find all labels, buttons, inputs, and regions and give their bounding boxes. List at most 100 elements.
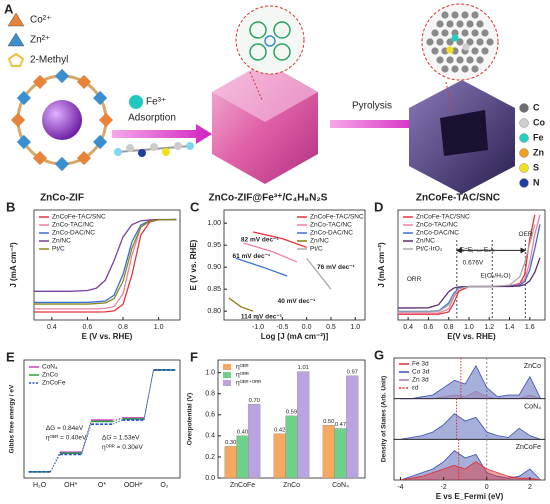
stage-label: ZnCo-ZIF: [40, 193, 84, 204]
legend-label: εd: [412, 385, 419, 392]
arrow: [112, 124, 212, 144]
annotation: 76 mV dec⁻¹: [317, 264, 355, 271]
legend-label: Zn/NC: [310, 238, 329, 245]
value-label: 0.70: [249, 398, 260, 404]
series-line: [228, 297, 254, 312]
atom: [466, 38, 474, 46]
atom: [466, 56, 474, 64]
step-connector: [143, 369, 154, 420]
arrow: [330, 113, 428, 135]
step-connector: [81, 424, 92, 455]
legend-label: ZnCo-DAC/NC: [310, 230, 353, 237]
atom: [476, 38, 484, 46]
panel-name: CoN₄: [524, 404, 541, 411]
schematic: A: [4, 1, 515, 194]
inset-pattern: [249, 21, 291, 61]
annotation: ηᴼᴱᴿ = 0.40eV: [46, 435, 87, 442]
annotation: ΔG = 1.53eV: [102, 435, 140, 442]
value-label: 0.40: [237, 429, 248, 435]
y-tick-label: 0.80: [207, 308, 221, 315]
metal-node: [98, 112, 114, 128]
legend-label: Co 3d: [412, 369, 430, 376]
annotation: 82 mV dec⁻¹: [241, 236, 279, 243]
atom: [441, 11, 449, 19]
step-connector: [50, 454, 61, 472]
y-tick-label: 0.0: [205, 475, 215, 482]
step-connector: [81, 419, 92, 453]
value-label: 0.42: [274, 427, 285, 433]
ion-icon: [7, 52, 25, 67]
y-tick-label: 0.8: [205, 391, 215, 398]
dos-curve: [400, 413, 541, 440]
step-connector: [112, 418, 123, 422]
zoom-line: [445, 81, 453, 113]
element-swatch: [519, 103, 529, 113]
atom: [456, 20, 464, 28]
x-tick-label: CoN₄: [332, 482, 349, 489]
zif-cavity: [42, 100, 82, 140]
annotation: ηᴼᴿᴿ = 0.30eV: [102, 444, 143, 451]
y-tick-label: 0.95: [207, 242, 221, 249]
atom: [481, 47, 489, 55]
plot-frame: [23, 359, 181, 479]
value-label: 1.01: [298, 365, 309, 371]
metal-node: [54, 68, 70, 84]
legend-label: ZnCo-TAC/NC: [52, 222, 94, 229]
legend-label: Zn/NC: [52, 238, 71, 245]
y-tick-label: 1.00: [207, 220, 221, 227]
x-tick-label: -2: [440, 484, 446, 491]
series-line: [398, 224, 536, 313]
plot-frame: [397, 209, 546, 321]
element-swatch: [519, 148, 529, 158]
atom: [441, 65, 449, 73]
atom: [471, 65, 479, 73]
ion-icon: [7, 12, 25, 27]
x-tick-label: 0.5: [326, 324, 336, 331]
atom: [446, 46, 454, 54]
element-label: Fe: [533, 132, 544, 142]
series-line: [34, 218, 177, 313]
panel-label: A: [4, 1, 14, 16]
plot-frame: [33, 209, 181, 321]
element-label: C: [533, 102, 540, 112]
legend-label: ZnCo: [42, 372, 58, 379]
y-tick-label: 0.85: [207, 286, 221, 293]
atom: [436, 20, 444, 28]
element-label: N: [533, 177, 540, 187]
zoom-line: [249, 71, 263, 101]
element-label: S: [533, 162, 539, 172]
atom: [471, 47, 479, 55]
element-swatch: [519, 133, 529, 143]
stage-label: ZnCoFe-TAC/SNC: [416, 193, 500, 204]
value-label: 0.59: [286, 409, 297, 415]
legend-label: ηᴼᴱᴿ: [236, 364, 249, 371]
legend-label: Zn 3d: [412, 377, 429, 384]
x-tick-label: 1.0: [154, 324, 164, 331]
series-line: [306, 257, 332, 290]
atom: [471, 11, 479, 19]
ligand-molecule: [114, 142, 194, 157]
step-label: Adsorption: [128, 113, 176, 124]
series-line: [243, 242, 298, 263]
y-tick-label: 0.6: [205, 412, 215, 419]
panel-label: D: [374, 199, 383, 214]
y-axis-label: Gibbs free energy / eV: [9, 384, 16, 453]
y-tick-label: 1.0: [205, 369, 215, 376]
legend-swatch: [223, 364, 231, 370]
atom: [471, 29, 479, 37]
atom: [456, 38, 464, 46]
bar: [297, 371, 310, 479]
legend-label: ZnCo-DAC/NC: [52, 230, 95, 237]
value-label: 0.47: [335, 422, 346, 428]
plot-frame: [223, 209, 366, 321]
x-tick-label: ZnCoFe: [230, 482, 255, 489]
panel-label: C: [190, 199, 200, 214]
atom: [446, 38, 454, 46]
step-connector: [81, 421, 92, 454]
legend-swatch: [223, 380, 231, 386]
zoom-inset: [235, 5, 305, 75]
y-axis-label: J (mA cm⁻²): [377, 242, 386, 288]
step-connector: [143, 369, 154, 421]
series-line: [253, 231, 307, 249]
atom: [451, 34, 459, 42]
